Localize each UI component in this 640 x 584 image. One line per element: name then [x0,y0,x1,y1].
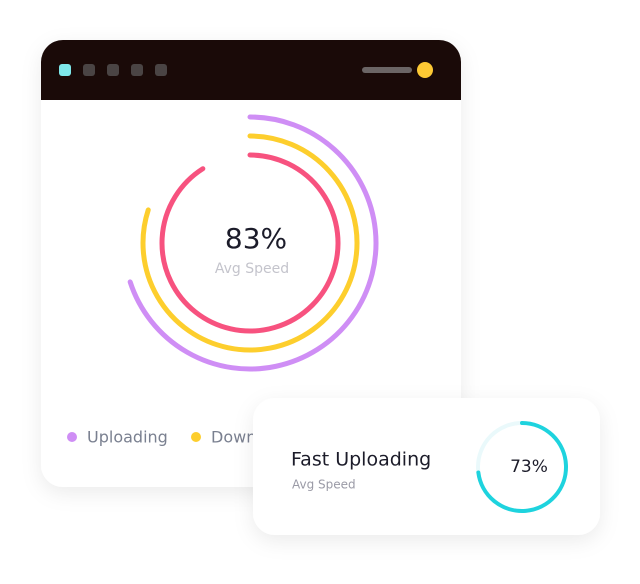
header-status[interactable] [417,62,433,78]
gauge-label: 73% [510,457,548,477]
window-dot[interactable] [155,64,167,76]
ring-arc [127,114,379,372]
ring-arc [159,152,341,334]
legend-dot [191,432,201,442]
center-value: 83% [225,222,287,255]
window-dot[interactable] [131,64,143,76]
ring-arc [140,133,360,353]
card-bg [253,398,600,535]
card-title: Fast Uploading [291,449,431,471]
legend-dot [67,432,77,442]
window-dot[interactable] [59,64,71,76]
center-label: Avg Speed [215,261,289,277]
card-subtitle: Avg Speed [292,478,356,492]
gauge-arc [476,421,568,513]
gauge [476,421,568,513]
card-bg [41,40,461,487]
uploading-card: Fast Uploading Avg Speed 73% [253,398,600,535]
radial-chart [127,114,379,372]
main-card: 83% Avg Speed UploadingDownloading [41,40,461,487]
header-bar [362,67,412,73]
legend-label: Uploading [87,428,168,447]
window-dot[interactable] [107,64,119,76]
window-dot[interactable] [83,64,95,76]
